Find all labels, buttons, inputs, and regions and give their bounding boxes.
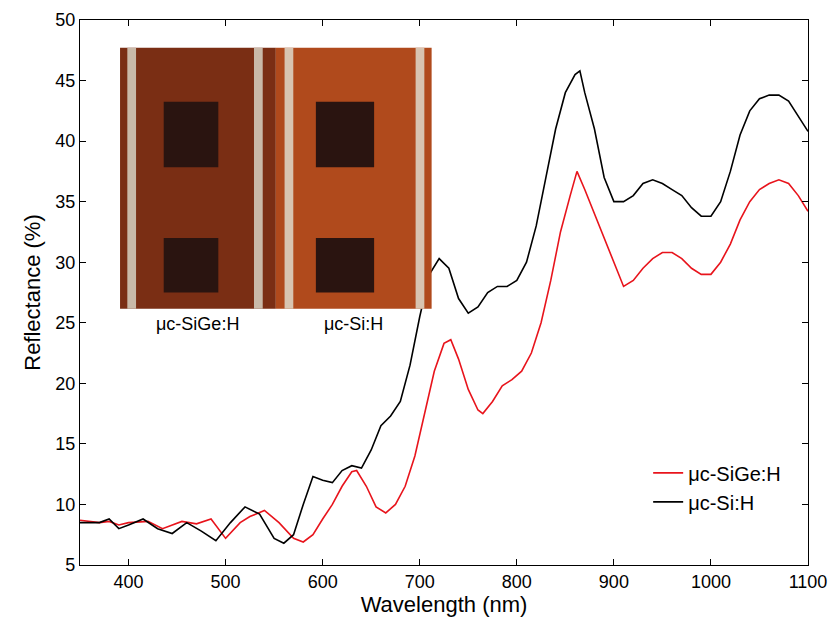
svg-text:50: 50 [55, 10, 75, 30]
svg-text:600: 600 [308, 572, 338, 592]
svg-text:μc-SiGe:H: μc-SiGe:H [688, 463, 781, 485]
svg-text:30: 30 [55, 253, 75, 273]
svg-text:900: 900 [599, 572, 629, 592]
svg-text:500: 500 [211, 572, 241, 592]
svg-text:400: 400 [114, 572, 144, 592]
svg-text:45: 45 [55, 71, 75, 91]
svg-text:Reflectance (%): Reflectance (%) [20, 214, 45, 371]
svg-text:μc-SiGe:H: μc-SiGe:H [156, 314, 239, 334]
svg-text:35: 35 [55, 192, 75, 212]
svg-text:5: 5 [65, 555, 75, 575]
svg-text:μc-Si:H: μc-Si:H [688, 492, 754, 514]
svg-text:20: 20 [55, 374, 75, 394]
svg-text:1000: 1000 [691, 572, 731, 592]
svg-text:10: 10 [55, 495, 75, 515]
svg-text:15: 15 [55, 434, 75, 454]
svg-text:40: 40 [55, 131, 75, 151]
svg-text:700: 700 [405, 572, 435, 592]
svg-text:μc-Si:H: μc-Si:H [324, 314, 383, 334]
svg-text:Wavelength (nm): Wavelength (nm) [361, 592, 528, 617]
svg-text:1100: 1100 [789, 572, 828, 592]
svg-text:25: 25 [55, 313, 75, 333]
svg-text:800: 800 [502, 572, 532, 592]
